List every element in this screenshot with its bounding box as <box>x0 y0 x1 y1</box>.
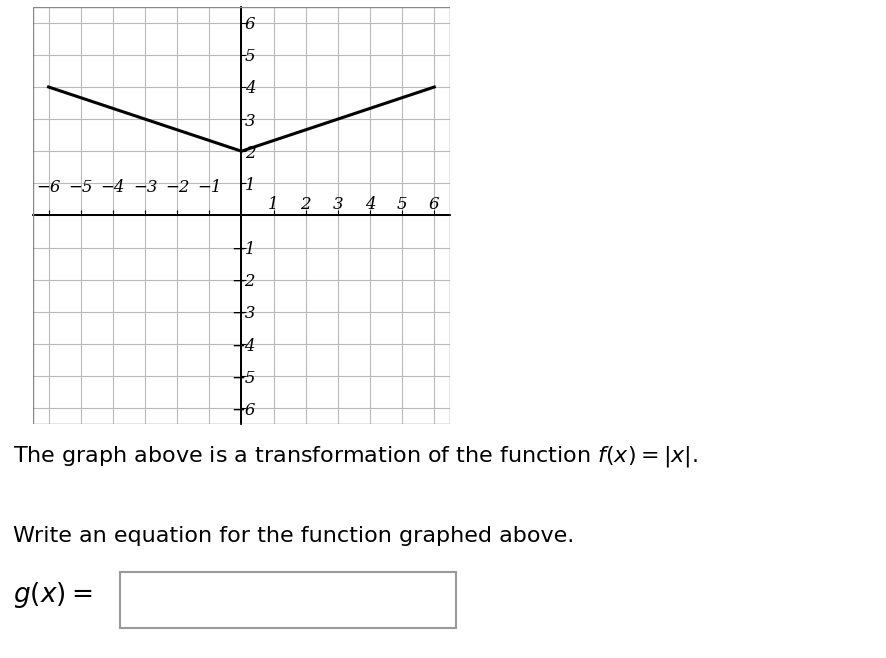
Text: Write an equation for the function graphed above.: Write an equation for the function graph… <box>13 526 574 546</box>
Text: $g(x) =$: $g(x) =$ <box>13 580 93 611</box>
Text: The graph above is a transformation of the function $f(x) = |x|$.: The graph above is a transformation of t… <box>13 444 698 469</box>
